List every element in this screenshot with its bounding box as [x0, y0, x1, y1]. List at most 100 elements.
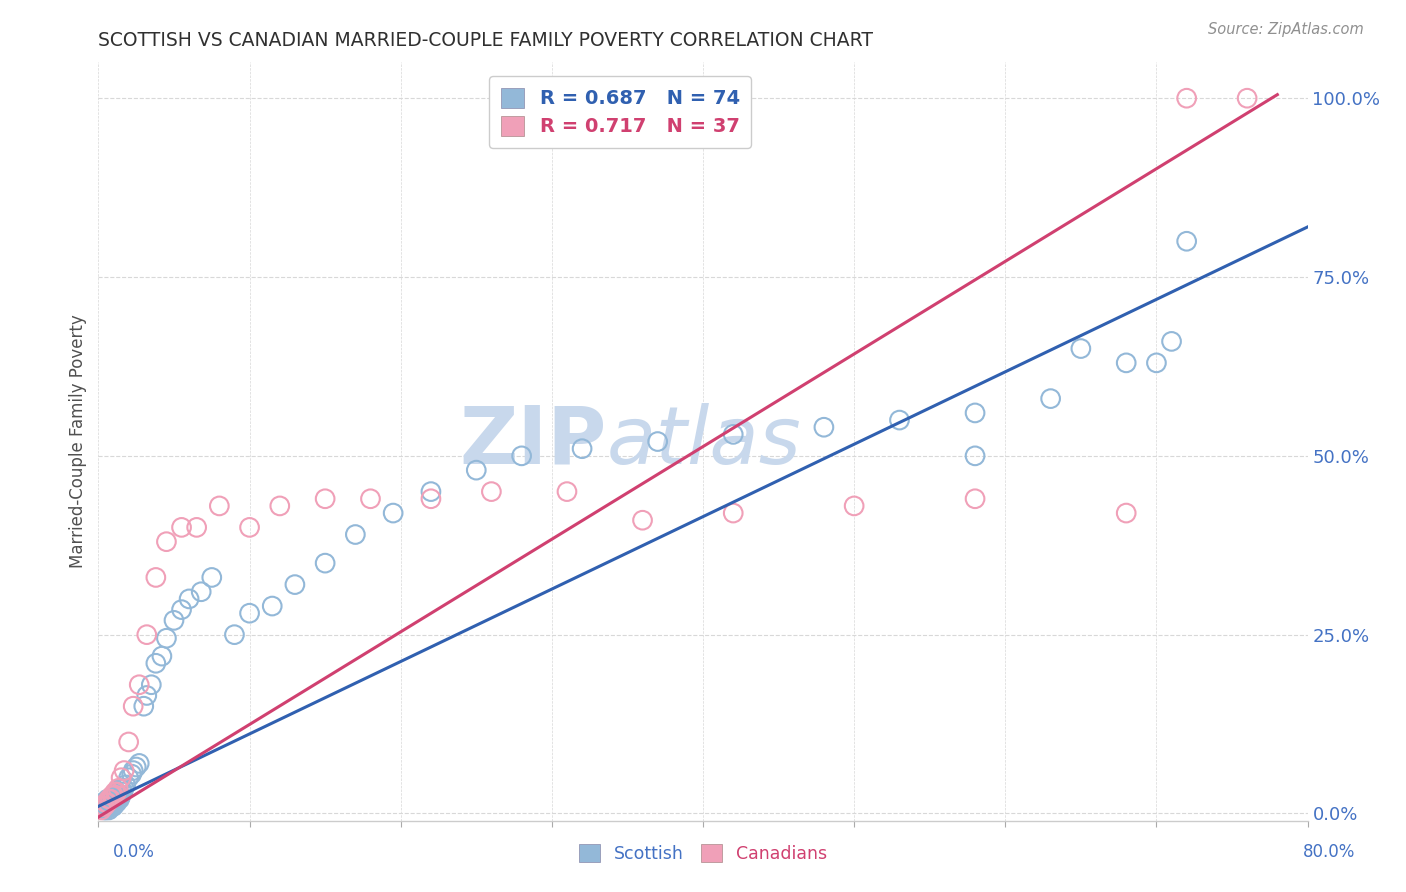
- Point: [1175, 234, 1198, 248]
- Point: [118, 771, 141, 785]
- Point: [125, 760, 148, 774]
- Point: [135, 689, 157, 703]
- Point: [510, 449, 533, 463]
- Point: [723, 427, 745, 442]
- Point: [110, 771, 132, 785]
- Point: [631, 513, 654, 527]
- Point: [104, 796, 127, 810]
- Point: [813, 420, 835, 434]
- Point: [101, 789, 124, 803]
- Point: [98, 796, 121, 810]
- Point: [1115, 356, 1137, 370]
- Point: [284, 577, 307, 591]
- Point: [965, 449, 987, 463]
- Point: [93, 803, 115, 817]
- Point: [93, 799, 115, 814]
- Point: [555, 484, 578, 499]
- Point: [90, 803, 112, 817]
- Point: [420, 484, 443, 499]
- Point: [96, 796, 118, 810]
- Legend: Scottish, Canadians: Scottish, Canadians: [572, 838, 834, 870]
- Point: [186, 520, 208, 534]
- Point: [94, 803, 117, 817]
- Point: [96, 796, 118, 810]
- Point: [94, 796, 117, 810]
- Point: [122, 699, 145, 714]
- Point: [100, 792, 122, 806]
- Point: [145, 570, 167, 584]
- Point: [647, 434, 669, 449]
- Y-axis label: Married-Couple Family Poverty: Married-Couple Family Poverty: [69, 315, 87, 568]
- Point: [420, 491, 443, 506]
- Point: [93, 799, 115, 814]
- Point: [1236, 91, 1258, 105]
- Point: [239, 520, 262, 534]
- Point: [96, 792, 118, 806]
- Point: [155, 534, 177, 549]
- Point: [128, 756, 150, 771]
- Point: [269, 499, 291, 513]
- Point: [94, 796, 117, 810]
- Point: [104, 792, 127, 806]
- Point: [844, 499, 866, 513]
- Point: [111, 785, 134, 799]
- Point: [107, 781, 129, 796]
- Legend: R = 0.687   N = 74, R = 0.717   N = 37: R = 0.687 N = 74, R = 0.717 N = 37: [489, 76, 751, 148]
- Point: [314, 556, 336, 570]
- Point: [135, 628, 157, 642]
- Point: [1039, 392, 1062, 406]
- Point: [344, 527, 367, 541]
- Point: [98, 803, 121, 817]
- Point: [100, 796, 122, 810]
- Point: [190, 584, 212, 599]
- Point: [121, 767, 143, 781]
- Text: Source: ZipAtlas.com: Source: ZipAtlas.com: [1208, 22, 1364, 37]
- Point: [100, 792, 122, 806]
- Point: [360, 491, 382, 506]
- Point: [107, 792, 129, 806]
- Point: [93, 796, 115, 810]
- Point: [262, 599, 284, 613]
- Point: [91, 799, 114, 814]
- Point: [1070, 342, 1092, 356]
- Point: [465, 463, 488, 477]
- Point: [96, 799, 118, 814]
- Point: [163, 613, 186, 627]
- Point: [1115, 506, 1137, 520]
- Text: 0.0%: 0.0%: [112, 843, 155, 861]
- Point: [481, 484, 503, 499]
- Point: [110, 781, 132, 796]
- Point: [98, 792, 121, 806]
- Point: [107, 789, 129, 803]
- Text: atlas: atlas: [606, 402, 801, 481]
- Point: [382, 506, 405, 520]
- Point: [571, 442, 593, 456]
- Point: [103, 796, 125, 810]
- Point: [1144, 356, 1167, 370]
- Point: [101, 796, 124, 810]
- Point: [100, 799, 122, 814]
- Point: [105, 785, 128, 799]
- Point: [110, 789, 132, 803]
- Point: [170, 602, 193, 616]
- Point: [201, 570, 224, 584]
- Text: ZIP: ZIP: [458, 402, 606, 481]
- Point: [103, 792, 125, 806]
- Point: [91, 796, 114, 810]
- Point: [105, 789, 128, 803]
- Point: [155, 632, 177, 646]
- Text: 80.0%: 80.0%: [1302, 843, 1355, 861]
- Point: [101, 799, 124, 814]
- Point: [108, 792, 131, 806]
- Point: [723, 506, 745, 520]
- Point: [132, 699, 155, 714]
- Point: [141, 678, 163, 692]
- Text: SCOTTISH VS CANADIAN MARRIED-COUPLE FAMILY POVERTY CORRELATION CHART: SCOTTISH VS CANADIAN MARRIED-COUPLE FAMI…: [98, 31, 873, 50]
- Point: [98, 799, 121, 814]
- Point: [112, 781, 135, 796]
- Point: [965, 491, 987, 506]
- Point: [239, 606, 262, 620]
- Point: [91, 799, 114, 814]
- Point: [128, 678, 150, 692]
- Point: [114, 778, 136, 792]
